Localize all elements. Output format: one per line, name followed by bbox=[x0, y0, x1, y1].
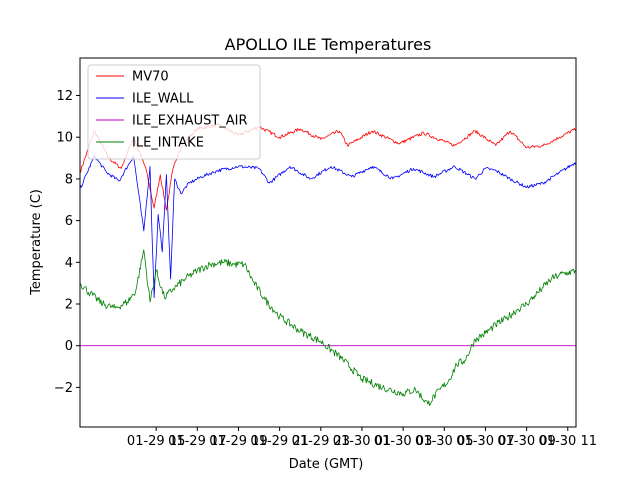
y-axis-label: Temperature (C) bbox=[29, 189, 44, 296]
series-line-ile-wall bbox=[80, 155, 576, 299]
x-tick-label: 01-29 17 bbox=[168, 434, 226, 449]
x-tick-label: 01-30 09 bbox=[497, 434, 555, 449]
legend-entry-label: ILE_EXHAUST_AIR bbox=[132, 114, 248, 129]
x-tick-label: 01-30 07 bbox=[456, 434, 514, 449]
legend-entry-label: ILE_INTAKE bbox=[132, 136, 204, 151]
series-line-mv70 bbox=[80, 123, 576, 211]
x-tick-label: 01-29 21 bbox=[250, 434, 308, 449]
x-tick-label: 01-30 01 bbox=[333, 434, 391, 449]
legend-entry-label: MV70 bbox=[132, 70, 169, 85]
plot-frame bbox=[79, 57, 577, 428]
y-tick-label: 8 bbox=[65, 172, 73, 187]
legend-entry-label: ILE_WALL bbox=[132, 92, 194, 107]
legend-box bbox=[87, 64, 261, 160]
x-tick-label: 01-29 15 bbox=[127, 434, 185, 449]
chart-title: APOLLO ILE Temperatures bbox=[225, 35, 432, 54]
y-tick-label: 4 bbox=[65, 256, 73, 271]
x-tick-label: 01-29 19 bbox=[209, 434, 267, 449]
legend: MV70 ILE_WALL ILE_EXHAUST_AIR ILE_INTAKE bbox=[87, 64, 261, 160]
x-tick-label: 01-30 11 bbox=[539, 434, 597, 449]
y-tick-label: −2 bbox=[54, 381, 73, 396]
y-tick-label: 2 bbox=[65, 298, 73, 313]
x-tick-label: 01-30 03 bbox=[374, 434, 432, 449]
x-tick-label: 01-29 23 bbox=[292, 434, 350, 449]
y-tick-label: 0 bbox=[65, 339, 73, 354]
x-tick-label: 01-30 05 bbox=[415, 434, 473, 449]
y-tick-label: 6 bbox=[65, 214, 73, 229]
y-axis: −2 0 2 4 6 8 10 12 bbox=[54, 89, 80, 396]
plot-content bbox=[80, 123, 576, 406]
y-tick-label: 12 bbox=[56, 89, 73, 104]
y-tick-label: 10 bbox=[56, 131, 73, 146]
series-line-ile-intake bbox=[80, 249, 576, 406]
x-axis-label: Date (GMT) bbox=[289, 457, 364, 472]
